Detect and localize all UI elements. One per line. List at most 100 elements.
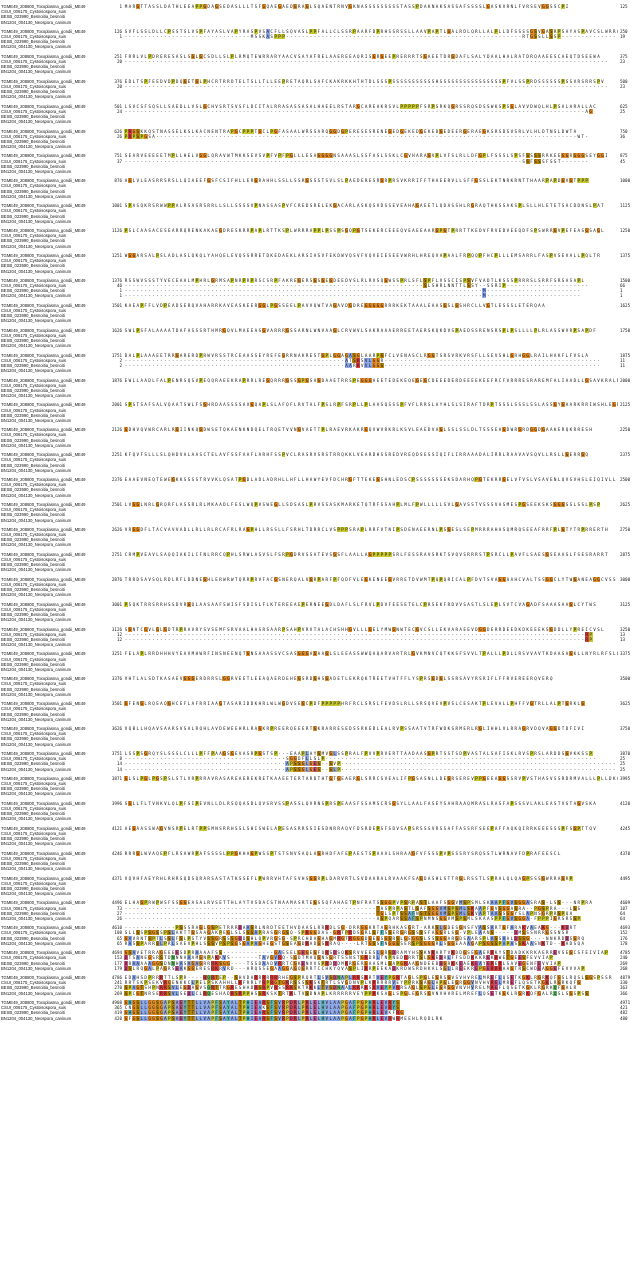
start-position: 3126 bbox=[111, 626, 122, 632]
species-name: TGME49_208800_Toxoplasma_gondii_ME49 bbox=[1, 526, 86, 532]
species-name: BESB_023990_Besnoitia_besnoiti bbox=[1, 138, 65, 144]
species-name: BESB_023990_Besnoitia_besnoiti bbox=[1, 213, 65, 219]
alignment-block: TGME49_208800_Toxoplasma_gondii_ME49 2876… bbox=[0, 576, 642, 599]
end-position: 1 bbox=[620, 288, 623, 294]
species-name: CSUI_006175_Cystoisospora_suis bbox=[1, 1005, 66, 1011]
sequence: GHGSLLGGSGAPSAEYTTLLVAPFSAYALTPHIEARSFSV… bbox=[124, 1000, 400, 1005]
species-name: BESB_023990_Besnoitia_besnoiti bbox=[1, 163, 65, 169]
species-name: CSUI_006175_Cystoisospora_suis bbox=[1, 332, 66, 338]
species-name: TGME49_208800_Toxoplasma_gondii_ME49 bbox=[1, 701, 86, 707]
species-name: BN1204_004130_Neospora_caninum bbox=[1, 990, 72, 996]
alignment-block: TGME49_208800_Toxoplasma_gondii_ME49 3501… bbox=[0, 701, 642, 723]
species-name: BN1204_004130_Neospora_caninum bbox=[1, 168, 72, 174]
species-name: TGME49_208800_Toxoplasma_gondii_ME49 bbox=[1, 751, 86, 756]
start-position: 27 bbox=[116, 910, 122, 916]
alignment-row: TGME49_208800_Toxoplasma_gondii_ME49 2126… bbox=[0, 427, 642, 433]
end-position: 25 bbox=[620, 761, 626, 767]
alignment-block: TGME49_208800_Toxoplasma_gondii_ME49 3996… bbox=[0, 800, 642, 823]
alignment-row: TGME49_208800_Toxoplasma_gondii_ME49 1001… bbox=[0, 203, 642, 209]
alignment-row: BN1204_004130_Neospora_caninum bbox=[0, 343, 642, 348]
start-position: 2501 bbox=[111, 502, 122, 507]
alignment-block: TGME49_208800_Toxoplasma_gondii_ME49 1626… bbox=[0, 327, 642, 350]
alignment-row: TGME49_208800_Toxoplasma_gondii_ME49 4371… bbox=[0, 875, 642, 881]
alignment-block: TGME49_208800_Toxoplasma_gondii_ME49 4786… bbox=[0, 975, 642, 997]
species-name: BN1204_004130_Neospora_caninum bbox=[1, 517, 72, 523]
species-name: BN1204_004130_Neospora_caninum bbox=[1, 642, 72, 648]
species-name: BN1204_004130_Neospora_caninum bbox=[1, 19, 72, 25]
alignment-row: CSUI_006175_Cystoisospora_suis 241 RRTSKPS… bbox=[0, 980, 642, 986]
sequence: WGGARSALPSLADLASLQKQLYAHQELEVQSSRRETDKED… bbox=[124, 253, 600, 258]
alignment-row: BESB_023990_Besnoitia_besnoiti 14 --------… bbox=[0, 761, 642, 767]
alignment-row: CSUI_006175_Cystoisospora_suis bbox=[0, 183, 642, 188]
start-position: 1 bbox=[119, 4, 122, 9]
sequence: --------------------------------MSSKASPP… bbox=[124, 34, 616, 40]
species-name: BN1204_004130_Neospora_caninum bbox=[1, 94, 72, 100]
sequence: EDAHSDPRRRTTLSPR----RQRTEP--SHVDARRRRRRR… bbox=[124, 975, 612, 981]
alignment-row: TGME49_208800_Toxoplasma_gondii_ME49 3996… bbox=[0, 800, 642, 806]
sequence bbox=[124, 343, 618, 348]
end-position: 250 bbox=[620, 28, 628, 34]
alignment-row: CSUI_006175_Cystoisospora_suis bbox=[0, 557, 642, 562]
end-position: 152 bbox=[620, 930, 628, 936]
alignment-block: TGME49_208800_Toxoplasma_gondii_ME49 3626… bbox=[0, 726, 642, 748]
sequence bbox=[124, 169, 618, 174]
sequence bbox=[124, 592, 618, 597]
alignment-row: BESB_023990_Besnoitia_besnoiti bbox=[0, 64, 642, 69]
start-position: 751 bbox=[114, 153, 122, 159]
alignment-row: BN1204_004130_Neospora_caninum bbox=[0, 468, 642, 473]
alignment-row: BN1204_004130_Neospora_caninum 1 ---------… bbox=[0, 293, 642, 299]
alignment-row: TGME49_208800_Toxoplasma_gondii_ME49 876 A… bbox=[0, 178, 642, 184]
sequence: CNGSLLGGSGAPSAEYTTLLVAPFSAYALTPHIEAKSFSV… bbox=[124, 1005, 400, 1011]
start-position: 37 bbox=[116, 158, 122, 164]
species-name: BESB_023990_Besnoitia_besnoiti bbox=[1, 587, 65, 593]
species-name: CSUI_006175_Cystoisospora_suis bbox=[1, 9, 66, 15]
end-position: 25 bbox=[620, 108, 626, 114]
species-name: BESB_023990_Besnoitia_besnoiti bbox=[1, 935, 65, 941]
alignment-row: BN1204_004130_Neospora_caninum bbox=[0, 393, 642, 398]
alignment-row: TGME49_208800_Toxoplasma_gondii_ME49 2876… bbox=[0, 576, 642, 582]
end-position: 13 bbox=[620, 636, 626, 642]
sequence: PRPSPGSA--------------------------------… bbox=[124, 133, 588, 139]
alignment-row: BN1204_004130_Neospora_caninum bbox=[0, 642, 642, 647]
species-name: BESB_023990_Besnoitia_besnoiti bbox=[1, 661, 65, 667]
species-name: TGME49_208800_Toxoplasma_gondii_ME49 bbox=[1, 676, 86, 682]
sequence: AEGAASSWAGVNSRPELRTPPSMNSRRHSSLSHISWELAP… bbox=[124, 825, 596, 831]
species-name: TGME49_208800_Toxoplasma_gondii_ME49 bbox=[1, 203, 86, 209]
sequence bbox=[124, 219, 618, 224]
alignment-block: TGME49_208800_Toxoplasma_gondii_ME49 126 S… bbox=[0, 28, 642, 51]
alignment-block: TGME49_208800_Toxoplasma_gondii_ME49 4496… bbox=[0, 900, 642, 922]
species-name: CSUI_006175_Cystoisospora_suis bbox=[1, 532, 66, 538]
species-name: BN1204_004130_Neospora_caninum bbox=[1, 617, 72, 623]
species-name: CSUI_006175_Cystoisospora_suis bbox=[1, 158, 66, 164]
start-position: 1001 bbox=[111, 203, 122, 209]
alignment-row: TGME49_208800_Toxoplasma_gondii_ME49 1751… bbox=[0, 352, 642, 358]
species-name: TGME49_208800_Toxoplasma_gondii_ME49 bbox=[1, 726, 86, 732]
alignment-row: CSUI_006175_Cystoisospora_suis bbox=[0, 258, 642, 263]
sequence: VRGGDFLTACVAVVADLLRLLRLRCAFRLRAGPHLLRSSL… bbox=[124, 526, 608, 532]
alignment-block: TGME49_208800_Toxoplasma_gondii_ME49 1501… bbox=[0, 302, 642, 325]
species-name: BN1204_004130_Neospora_caninum bbox=[1, 716, 72, 722]
alignment-row: BN1204_004130_Neospora_caninum bbox=[0, 144, 642, 149]
species-name: CSUI_006175_Cystoisospora_suis bbox=[1, 34, 66, 40]
species-name: CSUI_006175_Cystoisospora_suis bbox=[1, 631, 66, 637]
alignment-row: BN1204_004130_Neospora_caninum bbox=[0, 69, 642, 74]
alignment-block: TGME49_208800_Toxoplasma_gondii_ME49 3126… bbox=[0, 626, 642, 649]
species-name: BN1204_004130_Neospora_caninum bbox=[1, 119, 72, 125]
species-name: CSUI_006175_Cystoisospora_suis bbox=[1, 905, 66, 911]
alignment-row: TGME49_208800_Toxoplasma_gondii_ME49 3501… bbox=[0, 701, 642, 707]
species-name: TGME49_208800_Toxoplasma_gondii_ME49 bbox=[1, 477, 86, 483]
end-position: 1250 bbox=[620, 228, 631, 234]
species-name: TGME49_208800_Toxoplasma_gondii_ME49 bbox=[1, 178, 86, 184]
sequence bbox=[124, 667, 618, 672]
alignment-block: TGME49_208800_Toxoplasma_gondii_ME49 2501… bbox=[0, 502, 642, 524]
species-name: BESB_023990_Besnoitia_besnoiti bbox=[1, 462, 65, 468]
sequence: LSVCSFSQSLLSAEDLLVSLGCHVSRTSVSFLDCITALRR… bbox=[124, 103, 596, 109]
end-position: 875 bbox=[620, 153, 628, 159]
start-position: 270 bbox=[114, 985, 122, 991]
alignment-row: BESB_023990_Besnoitia_besnoiti 12 --------… bbox=[0, 636, 642, 642]
species-name: BN1204_004130_Neospora_caninum bbox=[1, 293, 72, 299]
sequence bbox=[124, 20, 618, 25]
alignment-row: TGME49_208800_Toxoplasma_gondii_ME49 1126… bbox=[0, 228, 642, 234]
sequence: DSLRQGALPAGRSEAKGGERESRKRVRD---ARQSSEGAA… bbox=[124, 965, 585, 971]
sequence: ----------------------------------------… bbox=[124, 293, 581, 299]
